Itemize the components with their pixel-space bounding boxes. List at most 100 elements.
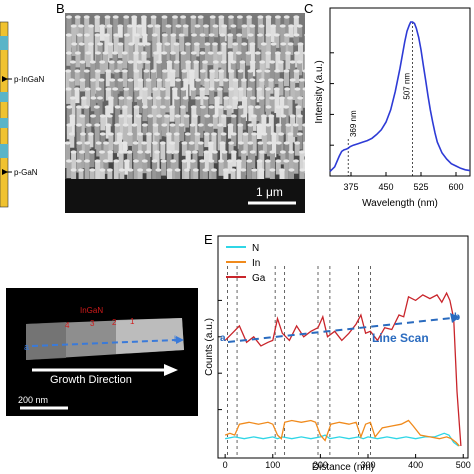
nanowire — [209, 107, 214, 135]
nanowire — [217, 53, 223, 68]
nanowire-tip — [106, 168, 113, 172]
nanowire — [246, 17, 252, 40]
nanowire-tip — [137, 132, 144, 136]
nanowire-tip — [207, 141, 214, 145]
nanowire — [166, 134, 172, 154]
nanowire — [275, 53, 281, 73]
nanowire — [103, 53, 108, 72]
nanowire-tip — [170, 159, 177, 163]
nanowire — [175, 116, 181, 142]
nanowire — [209, 71, 215, 92]
nanowire-tip — [236, 33, 243, 37]
nanowire — [69, 80, 75, 101]
nanowire-tip — [83, 69, 90, 73]
nanowire-tip — [199, 51, 206, 55]
nanowire — [145, 44, 151, 58]
nanowire-tip — [66, 105, 73, 109]
nanowire-tip — [126, 150, 133, 154]
nanowire-tip — [213, 78, 220, 82]
nanowire — [184, 116, 190, 128]
nanowire-tip — [112, 87, 119, 91]
nanowire — [265, 125, 271, 153]
nanowire — [290, 80, 296, 100]
nanowire — [212, 116, 218, 129]
nanowire-tip — [249, 150, 256, 154]
nanowire — [270, 26, 276, 43]
nanowire-tip — [221, 150, 228, 154]
nanowire-tip — [105, 87, 112, 91]
nanowire — [185, 62, 191, 85]
nanowire-tip — [87, 42, 94, 46]
nanowire-tip — [106, 24, 113, 28]
nanowire — [164, 98, 170, 113]
nanowire-tip — [99, 132, 106, 136]
nanowire-tip — [99, 168, 106, 172]
nanowire — [118, 98, 124, 110]
nanowire — [165, 80, 171, 106]
nanowire-tip — [199, 69, 206, 73]
nanowire — [280, 44, 286, 61]
nanowire — [274, 89, 280, 113]
well-number: 3 — [90, 319, 95, 328]
nanowire — [133, 161, 139, 180]
nanowire-tip — [302, 51, 305, 55]
nanowire-tip — [254, 51, 261, 55]
nanowire — [212, 152, 218, 164]
nanowire — [191, 35, 197, 57]
nanowire-tip — [280, 114, 287, 118]
nanowire — [96, 89, 102, 103]
nanowire-tip — [89, 60, 96, 64]
nanowire-tip — [121, 105, 128, 109]
nanowire — [209, 89, 215, 105]
nanowire — [119, 170, 125, 184]
nanowire — [226, 107, 232, 118]
nanowire — [108, 98, 114, 114]
nanowire — [266, 107, 271, 118]
nanowire — [89, 152, 95, 168]
nanowire-tip — [164, 96, 171, 100]
nanowire — [84, 143, 90, 164]
nanowire-tip — [65, 33, 72, 37]
nanowire — [256, 89, 262, 103]
nanowire-tip — [212, 42, 218, 46]
nanowire — [76, 107, 82, 132]
nanowire-tip — [184, 168, 190, 172]
nanowire-tip — [117, 24, 124, 28]
nanowire — [231, 152, 237, 167]
nanowire — [209, 35, 215, 51]
nanowire — [141, 143, 147, 161]
nanowire — [65, 143, 71, 168]
nanowire-tip — [80, 132, 86, 136]
nanowire-tip — [65, 69, 72, 73]
nanowire-tip — [274, 51, 281, 55]
nanowire — [259, 62, 265, 85]
nanowire-tip — [199, 105, 206, 109]
nanowire — [288, 152, 294, 171]
nanowire-tip — [274, 15, 281, 19]
nanowire-tip — [265, 105, 272, 109]
nanowire-tip — [249, 24, 256, 28]
nanowire-tip — [283, 69, 290, 73]
nanowire — [113, 143, 119, 154]
nanowire — [221, 44, 227, 61]
nanowire-tip — [293, 51, 300, 55]
nanowire — [274, 71, 280, 84]
nanowire-tip — [222, 78, 229, 82]
nanowire — [142, 89, 148, 107]
nanowire — [276, 107, 282, 118]
nanowire — [153, 53, 159, 79]
nanowire — [127, 26, 133, 52]
nanowire — [204, 152, 209, 172]
spectrum-line — [329, 21, 471, 172]
nanowire-tip — [293, 15, 300, 19]
nanowire-tip — [156, 78, 163, 82]
nanowire — [175, 80, 181, 108]
nanowire-tip — [94, 15, 101, 19]
nanowire-tip — [123, 33, 130, 37]
nanowire — [151, 17, 157, 35]
nanowire — [99, 80, 104, 102]
nanowire — [84, 107, 90, 128]
nanowire-tip — [283, 105, 290, 109]
nanowire — [249, 80, 255, 104]
nanowire — [261, 134, 267, 154]
